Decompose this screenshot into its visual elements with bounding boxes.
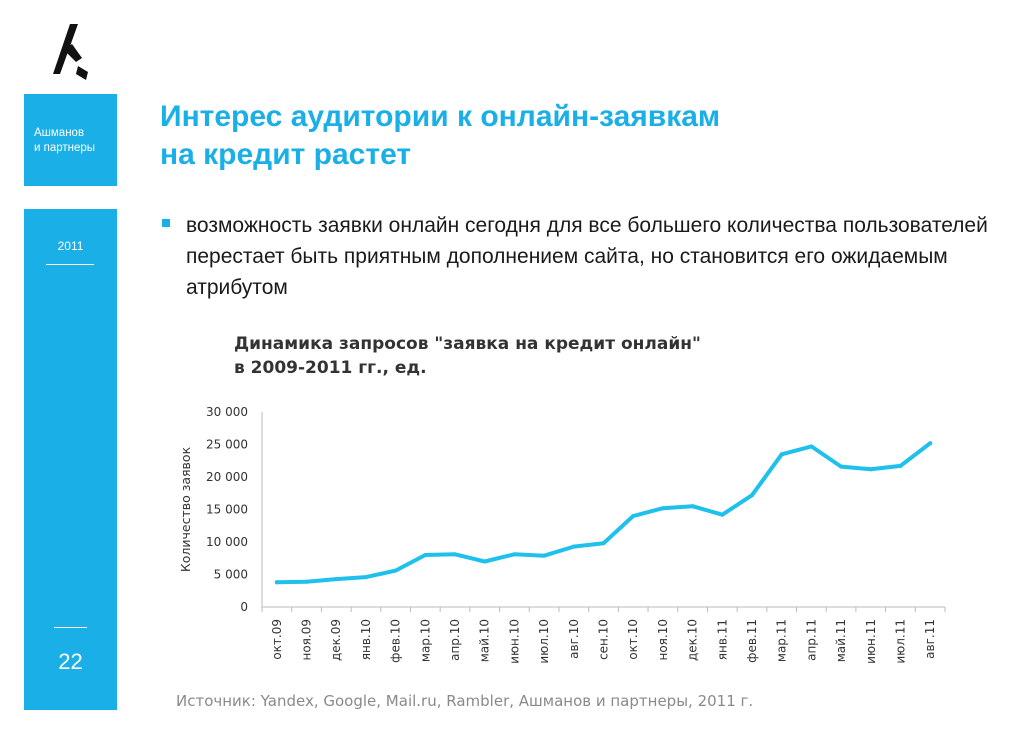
x-tick-label: июл.11 — [893, 619, 907, 664]
x-tick-label: авг.11 — [923, 619, 937, 659]
chart-title-line1: Динамика запросов "заявка на кредит онла… — [234, 334, 701, 354]
data-point — [720, 512, 725, 517]
data-point — [809, 444, 814, 449]
x-tick-label: фев.10 — [389, 619, 403, 663]
x-tick-label: авг.10 — [567, 619, 581, 659]
data-point — [631, 514, 636, 518]
brand-name-line2: и партнеры — [34, 142, 96, 154]
x-tick-label: фев.11 — [745, 619, 759, 663]
bullet-item: возможность заявки онлайн сегодня для вс… — [160, 210, 1000, 303]
bullet-square-icon — [162, 219, 170, 227]
logo-icon — [53, 24, 88, 80]
x-tick-label: апр.11 — [804, 619, 818, 661]
x-axis: окт.09 ноя.09 дек.09 янв.10 фев.10 мар.10 апр.… — [261, 606, 946, 664]
x-tick-label: апр.10 — [448, 619, 462, 661]
sidebar-brand-panel: Ашманов и партнеры — [24, 94, 117, 186]
x-tick-label: июн.10 — [507, 619, 521, 664]
chart-title: Динамика запросов "заявка на кредит онла… — [234, 332, 701, 380]
data-point — [601, 541, 606, 546]
data-point — [690, 504, 695, 509]
brand-name-line1: Ашманов — [34, 127, 85, 139]
data-point — [898, 463, 903, 468]
data-point — [393, 568, 398, 573]
page-title-line2: на кредит растет — [160, 138, 412, 171]
x-tick-label: июл.10 — [537, 619, 551, 664]
x-tick-label: дек.09 — [329, 619, 343, 661]
page-title: Интерес аудитории к онлайн-заявкам на кр… — [160, 98, 720, 174]
x-tick-label: окт.10 — [626, 619, 640, 660]
data-point — [363, 575, 368, 580]
y-tick-label: 20 000 — [206, 470, 248, 484]
y-tick-label: 30 000 — [206, 405, 248, 419]
data-point — [779, 452, 784, 457]
source-note: Источник: Yandex, Google, Mail.ru, Rambl… — [176, 692, 754, 710]
x-tick-label: мар.10 — [418, 619, 432, 662]
y-tick-label: 25 000 — [206, 438, 248, 452]
data-point — [453, 552, 458, 557]
page-title-line1: Интерес аудитории к онлайн-заявкам — [160, 100, 721, 133]
data-point — [839, 464, 844, 469]
y-axis: 0 5 000 10 000 15 000 20 000 25 000 30 000 Коли… — [178, 405, 263, 614]
data-point — [274, 580, 279, 585]
x-tick-label: сен.10 — [597, 619, 611, 660]
page-divider — [54, 627, 87, 628]
series-line — [274, 441, 933, 585]
sidebar-main-panel: 2011 22 — [24, 209, 117, 710]
x-tick-label: ноя.10 — [656, 619, 670, 661]
x-tick-label: дек.10 — [686, 619, 700, 661]
data-point — [660, 506, 665, 511]
y-tick-label: 15 000 — [206, 503, 248, 517]
x-tick-label: янв.10 — [359, 619, 373, 660]
y-axis-title: Количество заявок — [178, 446, 193, 572]
x-tick-label: янв.11 — [715, 619, 729, 660]
x-tick-label: окт.09 — [270, 619, 284, 660]
data-point — [423, 553, 428, 557]
data-point — [749, 493, 754, 498]
data-point — [512, 552, 517, 557]
data-point — [928, 441, 933, 446]
line-chart: 0 5 000 10 000 15 000 20 000 25 000 30 000 Коли… — [178, 405, 946, 664]
x-tick-label: ноя.09 — [300, 619, 314, 661]
data-point — [304, 579, 309, 584]
x-tick-label: май.10 — [478, 619, 492, 662]
data-point — [482, 559, 487, 564]
bullet-text: возможность заявки онлайн сегодня для вс… — [186, 214, 988, 299]
year-divider — [46, 264, 94, 265]
x-tick-label: мар.11 — [775, 619, 789, 662]
y-tick-label: 5 000 — [214, 568, 248, 582]
x-tick-label: июн.11 — [864, 619, 878, 664]
year-label: 2011 — [57, 239, 84, 253]
y-tick-label: 0 — [240, 600, 248, 614]
page-number: 22 — [58, 649, 83, 674]
chart-series — [274, 441, 933, 585]
data-point — [542, 553, 547, 558]
data-point — [868, 467, 873, 472]
data-point — [334, 577, 339, 582]
x-tick-label: май.11 — [834, 619, 848, 662]
y-tick-label: 10 000 — [206, 535, 248, 549]
chart-title-line2: в 2009-2011 гг., ед. — [234, 358, 427, 378]
data-point — [571, 544, 576, 549]
